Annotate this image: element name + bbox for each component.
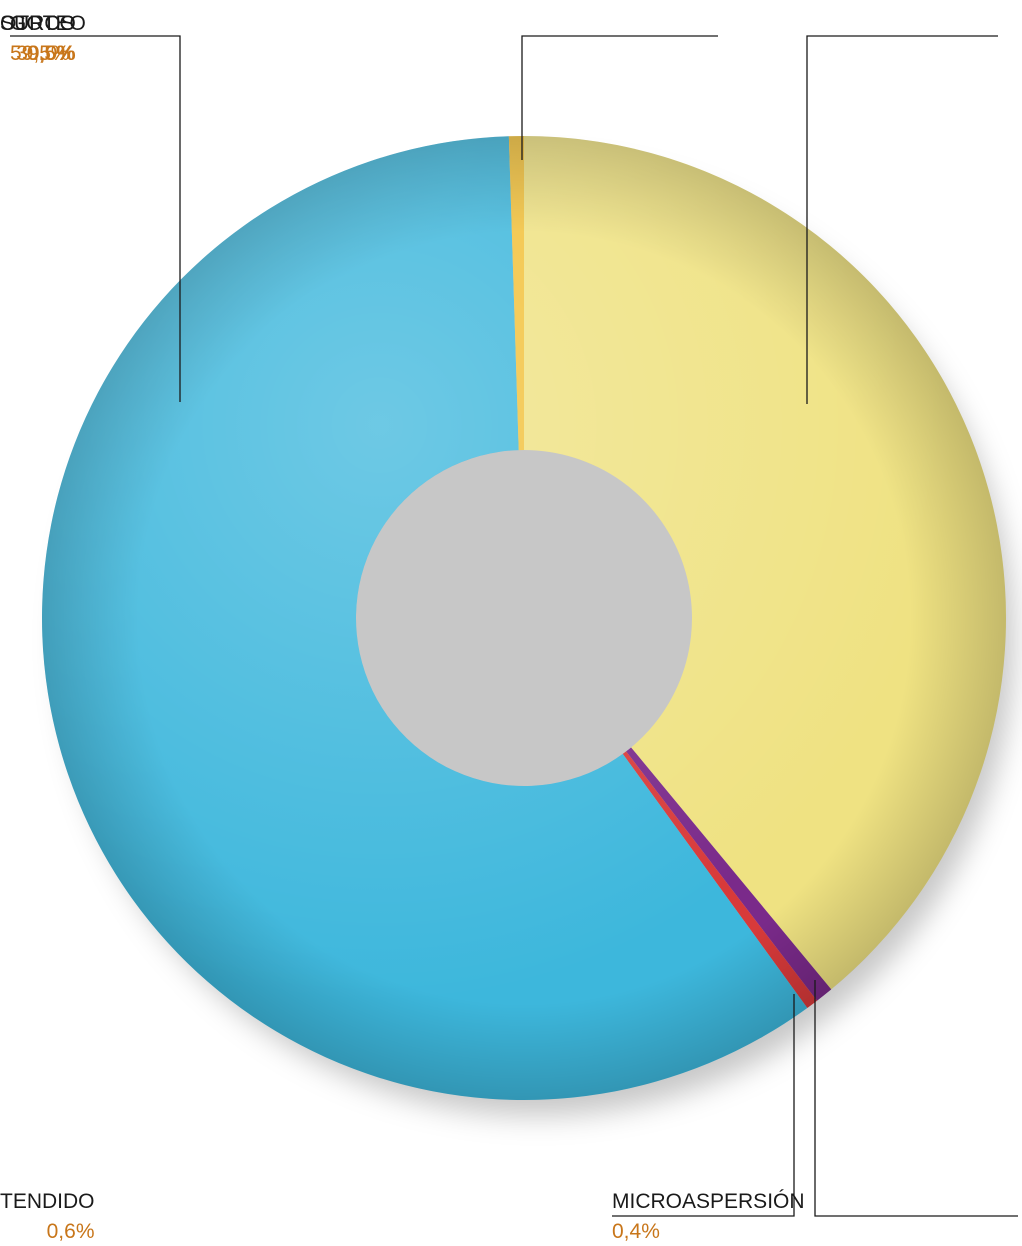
- label-goteo-value: 59,5%: [10, 42, 70, 65]
- label-tendido-value: 0,6%: [46, 1220, 95, 1243]
- leader-line-microaspersion: [612, 994, 795, 1217]
- label-surco: SURCO 39,0%: [0, 12, 76, 66]
- label-tendido: TENDIDO 0,6%: [0, 1190, 95, 1244]
- leader-line-tendido: [814, 980, 1018, 1217]
- label-surco-value: 39,0%: [16, 42, 76, 65]
- label-otros: OTROS 0,5%: [0, 12, 75, 66]
- label-surco-name: SURCO: [0, 12, 76, 35]
- leader-line-otros: [521, 35, 718, 160]
- label-tendido-name: TENDIDO: [0, 1190, 95, 1213]
- label-otros-value: 0,5%: [26, 42, 75, 65]
- donut-gloss: [41, 136, 1006, 1100]
- label-goteo-name: GOTEO: [10, 12, 86, 35]
- leader-line-goteo: [10, 35, 181, 402]
- label-microaspersion-value: 0,4%: [612, 1220, 660, 1243]
- label-microaspersion-name: MICROASPERSIÓN: [612, 1190, 805, 1213]
- label-goteo: GOTEO 59,5%: [10, 12, 86, 66]
- label-otros-name: OTROS: [0, 12, 75, 35]
- label-microaspersion: MICROASPERSIÓN 0,4%: [612, 1190, 805, 1244]
- leader-line-surco: [806, 35, 998, 404]
